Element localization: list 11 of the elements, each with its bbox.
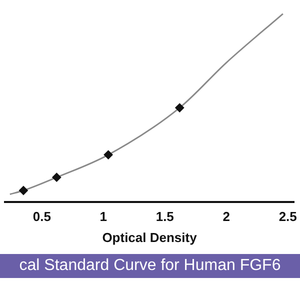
x-tick-label: 2.5 xyxy=(278,209,297,224)
x-tick-label: 1 xyxy=(100,209,107,224)
x-axis-title: Optical Density xyxy=(102,230,198,245)
point xyxy=(104,150,113,160)
point xyxy=(52,172,62,182)
x-tick-label: 0.5 xyxy=(32,209,51,224)
point xyxy=(18,186,28,196)
point xyxy=(175,103,184,112)
text: cal Standard Curve for Human FGF6 xyxy=(0,254,300,278)
x-tick-label: 2 xyxy=(222,209,230,224)
x-tick-label: 1.5 xyxy=(156,209,174,224)
